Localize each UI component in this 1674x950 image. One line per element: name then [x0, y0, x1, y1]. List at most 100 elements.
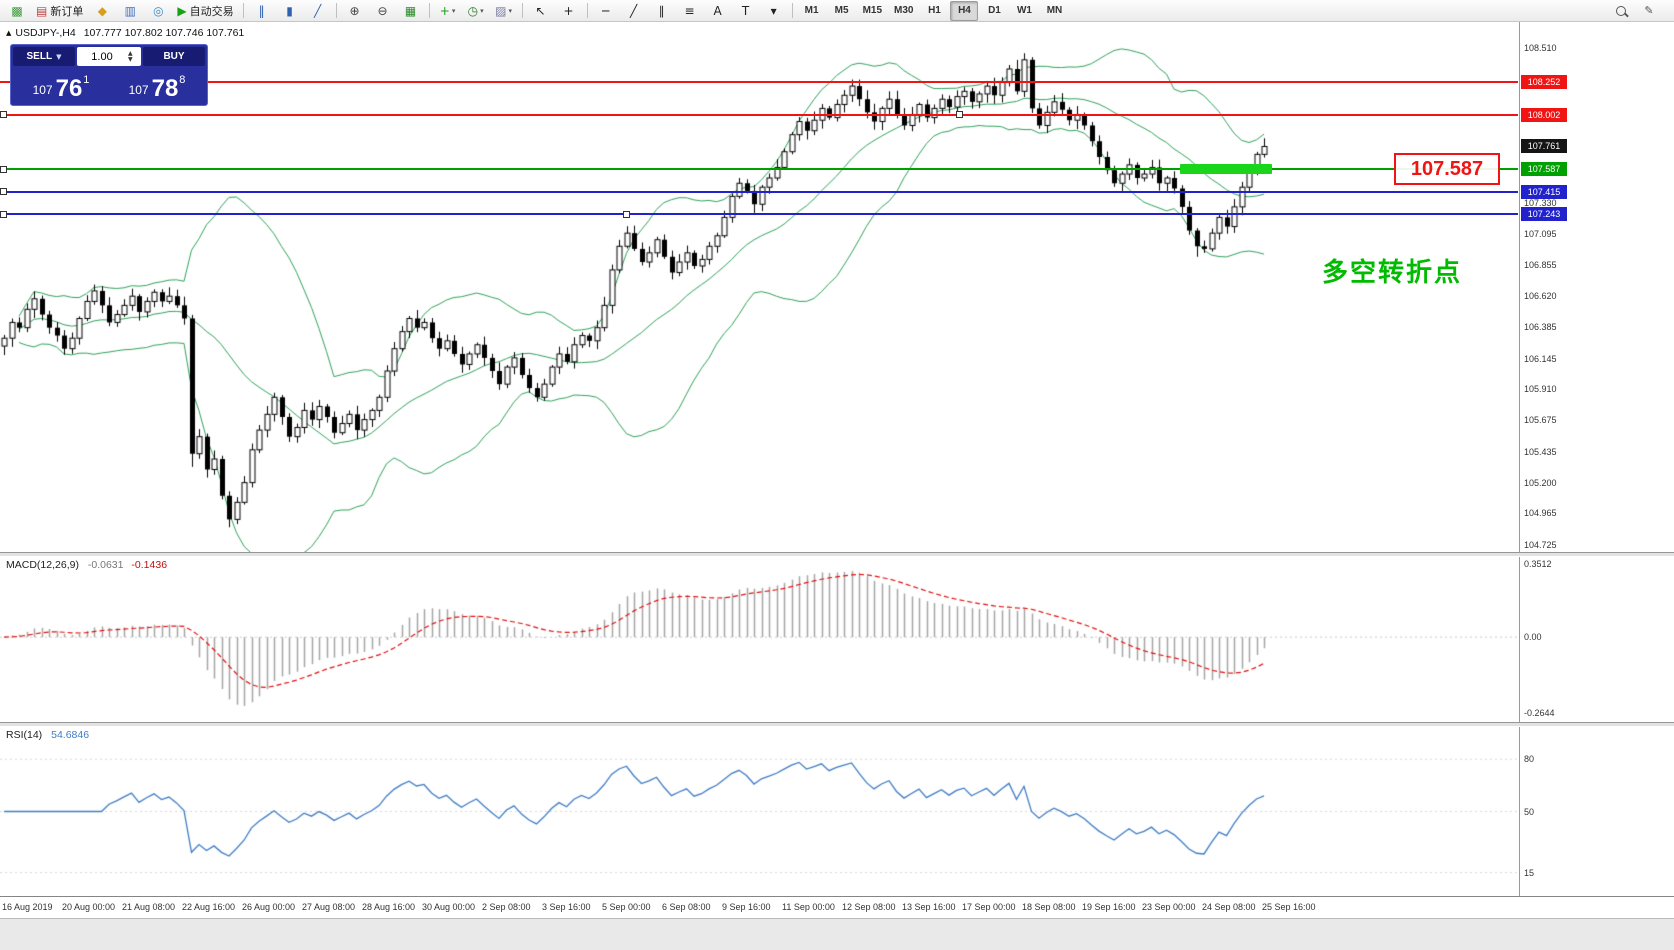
sell-button[interactable]: SELL ▼ — [13, 47, 75, 66]
line-handle[interactable] — [956, 111, 963, 119]
navigator-icon: ◎ — [153, 3, 164, 18]
search-button[interactable] — [1608, 1, 1634, 21]
horizontal-line-108.002[interactable] — [0, 113, 1518, 116]
sell-price-big: 76 — [55, 74, 83, 102]
timeframe-mn-button[interactable]: MN — [1046, 5, 1063, 16]
periods-button[interactable]: ◷ ▾ — [463, 1, 489, 21]
zoom-in-button[interactable]: ⊕ — [342, 1, 368, 21]
rsi-scale-label: 80 — [1524, 754, 1535, 765]
fibonacci-tool-button[interactable]: ≡ — [677, 1, 703, 21]
toolbar-separator — [428, 3, 430, 18]
price-axis-label: 105.435 — [1524, 446, 1557, 457]
pane-divider-rsi[interactable] — [0, 722, 1674, 727]
timeframe-m30-button[interactable]: M30 — [894, 5, 914, 16]
time-axis-label: 22 Aug 16:00 — [182, 902, 236, 912]
line-chart-button[interactable]: ╱ — [305, 1, 331, 21]
timeframe-h1-button[interactable]: H1 — [928, 5, 941, 16]
navigator-button[interactable]: ◎ — [145, 1, 171, 21]
price-axis-label: 107.330 — [1524, 197, 1557, 208]
timeframe-m15-button[interactable]: M15 — [862, 5, 883, 16]
horizontal-line-108.252[interactable] — [0, 80, 1518, 83]
price-axis-label: 105.910 — [1524, 384, 1557, 395]
app-icon-button[interactable]: ▩ — [4, 1, 30, 21]
line-handle[interactable] — [623, 210, 630, 218]
draw-button[interactable]: ✎ — [1636, 1, 1662, 21]
line-handle[interactable] — [0, 165, 7, 173]
toolbar-separator — [335, 3, 337, 18]
timeframe-w1-button[interactable]: W1 — [1016, 5, 1032, 16]
templates-button[interactable]: ▨ ▾ — [491, 1, 517, 21]
volume-input[interactable] — [77, 49, 127, 64]
channel-tool-button[interactable]: ∥ — [649, 1, 675, 21]
cursor-button[interactable]: ↖ — [528, 1, 554, 21]
rsi-chart-canvas[interactable] — [0, 727, 1520, 896]
bar-chart-button[interactable]: ‖ — [249, 1, 275, 21]
autotrading-button-label: 自动交易 — [189, 5, 234, 18]
toolbar-separator — [791, 3, 793, 18]
time-axis-label: 6 Sep 08:00 — [662, 902, 711, 912]
sell-price[interactable]: 107 76 1 — [13, 66, 109, 103]
zoom-out-button[interactable]: ⊖ — [370, 1, 396, 21]
timeframe-m1-button[interactable]: M1 — [804, 5, 819, 16]
macd-name: MACD(12,26,9) — [6, 559, 79, 571]
fibonacci-tool-icon: ≡ — [684, 3, 695, 18]
horizontal-line-107.243[interactable] — [0, 213, 1518, 216]
timeframe-m5-button[interactable]: M5 — [834, 5, 849, 16]
price-axis-label: 107.095 — [1524, 228, 1557, 239]
time-axis[interactable]: 16 Aug 2019 20 Aug 00:00 21 Aug 08:00 22 Au… — [0, 896, 1674, 918]
zoom-out-icon: ⊖ — [377, 3, 388, 18]
line-chart-icon: ╱ — [313, 3, 322, 18]
timeframe-h4-button[interactable]: H4 — [950, 0, 979, 21]
time-axis-label: 18 Sep 08:00 — [1022, 902, 1076, 912]
line-handle[interactable] — [0, 111, 7, 119]
sell-caret-icon[interactable]: ▼ — [56, 52, 62, 61]
crosshair-button[interactable]: + — [556, 1, 582, 21]
caret-down-icon: ▾ — [451, 7, 456, 15]
toolbar: ▩ ▤ 新订单 ◆ ▥ ◎ ▶ 自动交易 ‖ ▮ ╱ ⊕ ⊖ ▦ + ▾ ◷ ▾ ▨ ▾ ↖ + ─ ╱ ∥ ≡ A T ▾ M1 M5 M… — [0, 0, 1674, 22]
candlestick-chart-button[interactable]: ▮ — [277, 1, 303, 21]
pane-divider-macd[interactable] — [0, 552, 1674, 557]
line-handle[interactable] — [0, 188, 7, 196]
buy-price[interactable]: 107 78 8 — [109, 66, 205, 103]
collapse-one-click-icon[interactable]: ▲ — [6, 29, 12, 37]
price-annotation-box[interactable]: 107.587 — [1394, 153, 1500, 185]
spinner-down-icon[interactable]: ▼ — [128, 55, 133, 63]
market-watch-button[interactable]: ▥ — [117, 1, 143, 21]
horizontal-line-107.415[interactable] — [0, 190, 1518, 193]
time-axis-label: 5 Sep 00:00 — [602, 902, 651, 912]
autotrading-button[interactable]: ▶ 自动交易 — [173, 1, 237, 21]
volume-spinner[interactable]: ▲ ▼ — [128, 49, 133, 63]
profiles-button[interactable]: ◆ — [89, 1, 115, 21]
text-annotation[interactable]: 多空转折点 — [1322, 258, 1463, 288]
hline-tool-button[interactable]: ─ — [593, 1, 619, 21]
buy-price-pip: 8 — [179, 74, 186, 86]
macd-chart-canvas[interactable] — [0, 557, 1520, 722]
line-handle[interactable] — [0, 210, 7, 218]
timeframe-d1-button[interactable]: D1 — [988, 5, 1001, 16]
channel-tool-icon: ∥ — [658, 3, 665, 18]
buy-button[interactable]: BUY — [143, 47, 205, 66]
price-axis-label: 105.200 — [1524, 477, 1557, 488]
time-axis-label: 23 Sep 00:00 — [1142, 902, 1196, 912]
spinner-up-icon[interactable]: ▲ — [128, 49, 133, 57]
trendline-tool-icon: ╱ — [629, 3, 638, 18]
new-order-button[interactable]: ▤ 新订单 — [32, 1, 87, 21]
toolbar-right: ✎ — [1607, 1, 1663, 21]
price-axis-label: 104.965 — [1524, 508, 1557, 519]
label-tool-icon: T — [741, 3, 750, 18]
label-tool-button[interactable]: T — [733, 1, 759, 21]
trend-highlight-segment[interactable] — [1180, 164, 1272, 175]
templates-icon: ▨ — [495, 3, 507, 18]
one-click-trading-panel: SELL ▼ ▲▼ BUY 107 76 1 107 78 8 — [10, 44, 208, 106]
macd-value-signal: -0.1436 — [131, 559, 168, 571]
indicators-button[interactable]: + ▾ — [435, 1, 461, 21]
tile-windows-button[interactable]: ▦ — [398, 1, 424, 21]
ohlc-values: 107.777 107.802 107.746 107.761 — [83, 27, 245, 39]
price-chart-canvas[interactable] — [0, 22, 1520, 552]
text-tool-button[interactable]: A — [705, 1, 731, 21]
price-axis-label: 106.855 — [1524, 260, 1557, 271]
arrows-tool-button[interactable]: ▾ — [761, 1, 787, 21]
sell-price-prefix: 107 — [32, 83, 53, 97]
trendline-tool-button[interactable]: ╱ — [621, 1, 647, 21]
horizontal-line-107.587[interactable] — [0, 168, 1518, 171]
